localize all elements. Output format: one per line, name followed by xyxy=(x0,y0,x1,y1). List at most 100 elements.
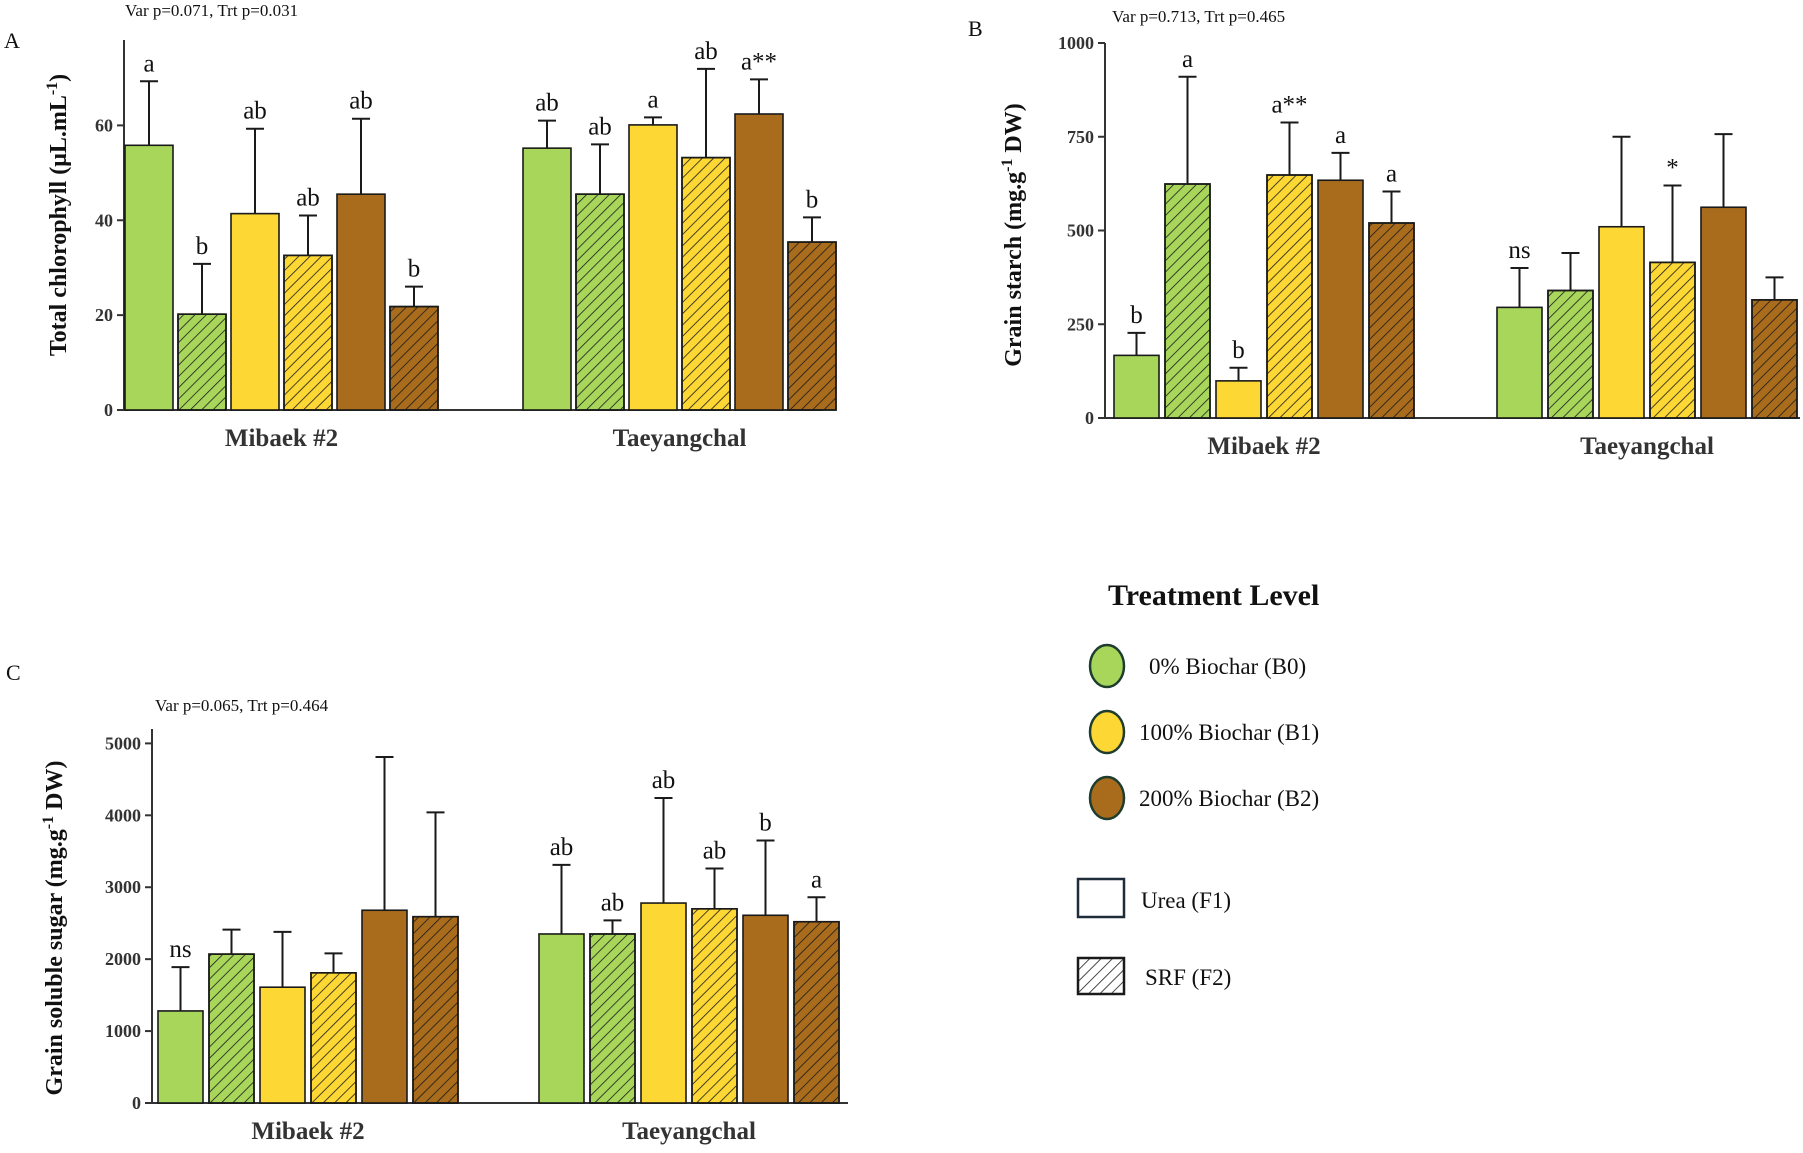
panel-b-y-tick-label: 500 xyxy=(1067,221,1094,241)
panel-a-y-tick-label: 40 xyxy=(95,210,113,230)
panel-a-bar-hatch-b1f2 xyxy=(681,156,731,411)
panel-b-letter: B xyxy=(968,16,983,41)
panel-a-significance-label: a xyxy=(143,50,154,77)
panel-c-y-tick-label: 0 xyxy=(132,1093,141,1113)
legend-title: Treatment Level xyxy=(1108,579,1319,612)
panel-a-significance-label: b xyxy=(408,256,421,283)
panel-b-bar-b2f1 xyxy=(1700,206,1747,419)
panel-c-y-tick-label: 2000 xyxy=(105,949,141,969)
panel-a-bar-b2f1 xyxy=(336,193,386,411)
panel-b-bar-hatch-b1f2 xyxy=(1266,174,1313,419)
panel-a-y-tick-label: 0 xyxy=(104,400,113,420)
panel-a-bar-hatch-b1f2 xyxy=(283,254,333,411)
panel-c-category-label: Taeyangchal xyxy=(622,1118,756,1145)
panel-c-y-axis-title: Grain soluble sugar (mg.g-1 DW) xyxy=(40,761,68,1096)
panel-c-bar-b0f1 xyxy=(157,1010,204,1104)
panel-a-significance-label: b xyxy=(196,233,209,260)
panel-a-bar-hatch-b2f2 xyxy=(389,305,439,411)
panel-a-category-label: Mibaek #2 xyxy=(225,425,338,452)
panel-a-y-tick-label: 60 xyxy=(95,115,113,135)
panel-b-significance-label: ns xyxy=(1508,237,1530,264)
panel-b-bar-hatch-b1f2 xyxy=(1649,261,1696,419)
panel-b-bar-hatch-b0f2 xyxy=(1164,183,1211,419)
panel-a-bar-b1f1 xyxy=(628,124,678,411)
panel-c-bar-hatch-b2f2 xyxy=(793,920,840,1104)
panel-c-bar-hatch-b0f2 xyxy=(589,933,636,1104)
panel-c-stats: Var p=0.065, Trt p=0.464 xyxy=(155,696,329,715)
panel-a-y-axis-title: Total chlorophyll (μL.mL-1) xyxy=(44,74,72,356)
panel-a-stats: Var p=0.071, Trt p=0.031 xyxy=(125,1,298,20)
panel-b-bar-hatch-b2f2 xyxy=(1751,299,1798,419)
legend-label-b1: 100% Biochar (B1) xyxy=(1139,720,1319,745)
panel-c-significance-label: ab xyxy=(601,889,625,916)
panel-b-bar-b2f1 xyxy=(1317,179,1364,419)
panel-c-bar-hatch-b2f2 xyxy=(412,915,459,1104)
panel-a-category-label: Taeyangchal xyxy=(613,425,747,452)
panel-a-significance-label: ab xyxy=(349,88,373,115)
panel-c-significance-label: ns xyxy=(169,936,191,963)
panel-a-significance-label: ab xyxy=(588,113,612,140)
panel-b-significance-label: a xyxy=(1182,46,1193,73)
panel-b-significance-label: b xyxy=(1232,337,1245,364)
legend-swatch-f2 xyxy=(1076,956,1126,996)
panel-c-y-tick-label: 5000 xyxy=(105,733,141,753)
panel-a-significance-label: a** xyxy=(741,48,777,75)
legend: Treatment Level 0% Biochar (B0) 100% Bio… xyxy=(1076,579,1319,996)
panel-a-bar-hatch-b0f2 xyxy=(177,313,227,411)
panel-b-significance-label: a** xyxy=(1271,92,1307,119)
panel-b-significance-label: a xyxy=(1335,122,1346,149)
legend-swatch-b2 xyxy=(1088,775,1126,821)
panel-b-significance-label: a xyxy=(1386,161,1397,188)
panel-c-y-tick-label: 3000 xyxy=(105,877,141,897)
panel-c-category-label: Mibaek #2 xyxy=(251,1118,364,1145)
panel-c-significance-label: ab xyxy=(550,834,574,861)
panel-b-stats: Var p=0.713, Trt p=0.465 xyxy=(1112,7,1285,26)
panel-a-significance-label: ab xyxy=(535,90,559,117)
panel-b-bar-b0f1 xyxy=(1113,354,1160,419)
panel-b-bar-b1f1 xyxy=(1598,225,1645,419)
panel-a-significance-label: ab xyxy=(296,185,320,212)
legend-label-f1: Urea (F1) xyxy=(1141,888,1231,913)
panel-c-significance-label: ab xyxy=(703,838,727,865)
legend-item-b0: 0% Biochar (B0) xyxy=(1088,643,1306,689)
panel-b-bar-hatch-b0f2 xyxy=(1547,289,1594,419)
panel-c-significance-label: a xyxy=(811,866,822,893)
panel-c-significance-label: b xyxy=(759,809,772,836)
panel-b-category-label: Taeyangchal xyxy=(1580,433,1714,460)
legend-item-f2: SRF (F2) xyxy=(1076,956,1231,996)
panel-c-bar-hatch-b1f2 xyxy=(310,972,357,1104)
panel-b-significance-label: b xyxy=(1130,302,1143,329)
panel-b-y-tick-label: 1000 xyxy=(1058,33,1094,53)
panel-b-category-label: Mibaek #2 xyxy=(1207,433,1320,460)
panel-c-bar-b2f1 xyxy=(361,909,408,1104)
panel-b-significance-label: * xyxy=(1666,155,1679,182)
panel-c-bar-b1f1 xyxy=(259,986,306,1104)
panel-b-y-tick-label: 0 xyxy=(1085,408,1094,428)
panel-b-y-axis-title: Grain starch (mg.g-1 DW) xyxy=(999,103,1027,367)
panel-a-bar-b0f1 xyxy=(124,144,174,411)
legend-label-f2: SRF (F2) xyxy=(1145,965,1231,990)
panel-b-bar-b0f1 xyxy=(1496,306,1543,419)
panel-b-bar-hatch-b2f2 xyxy=(1368,222,1415,419)
legend-item-f1: Urea (F1) xyxy=(1076,877,1231,919)
panel-c-bar-hatch-b1f2 xyxy=(691,908,738,1104)
panel-a-chart: A Var p=0.071, Trt p=0.031 Total chlorop… xyxy=(4,1,837,452)
legend-swatch-f1 xyxy=(1076,877,1126,919)
panel-c-y-tick-label: 4000 xyxy=(105,805,141,825)
legend-swatch-b0 xyxy=(1088,643,1126,689)
panel-c-y-tick-label: 1000 xyxy=(105,1021,141,1041)
panel-a-bar-hatch-b2f2 xyxy=(787,241,837,411)
panel-a-bar-hatch-b0f2 xyxy=(575,193,625,411)
panel-a-significance-label: ab xyxy=(243,98,267,125)
panel-a-letter: A xyxy=(4,28,20,53)
panel-a-significance-label: b xyxy=(806,186,819,213)
panel-b-bar-b1f1 xyxy=(1215,380,1262,419)
panel-b-chart: B Var p=0.713, Trt p=0.465 Grain starch … xyxy=(968,7,1800,460)
panel-c-letter: C xyxy=(6,660,21,685)
panel-c-significance-label: ab xyxy=(652,767,676,794)
panel-c-chart: C Var p=0.065, Trt p=0.464 Grain soluble… xyxy=(6,660,848,1145)
legend-item-b1: 100% Biochar (B1) xyxy=(1088,709,1319,755)
panel-c-bar-b2f1 xyxy=(742,914,789,1104)
panel-b-y-tick-label: 250 xyxy=(1067,314,1094,334)
